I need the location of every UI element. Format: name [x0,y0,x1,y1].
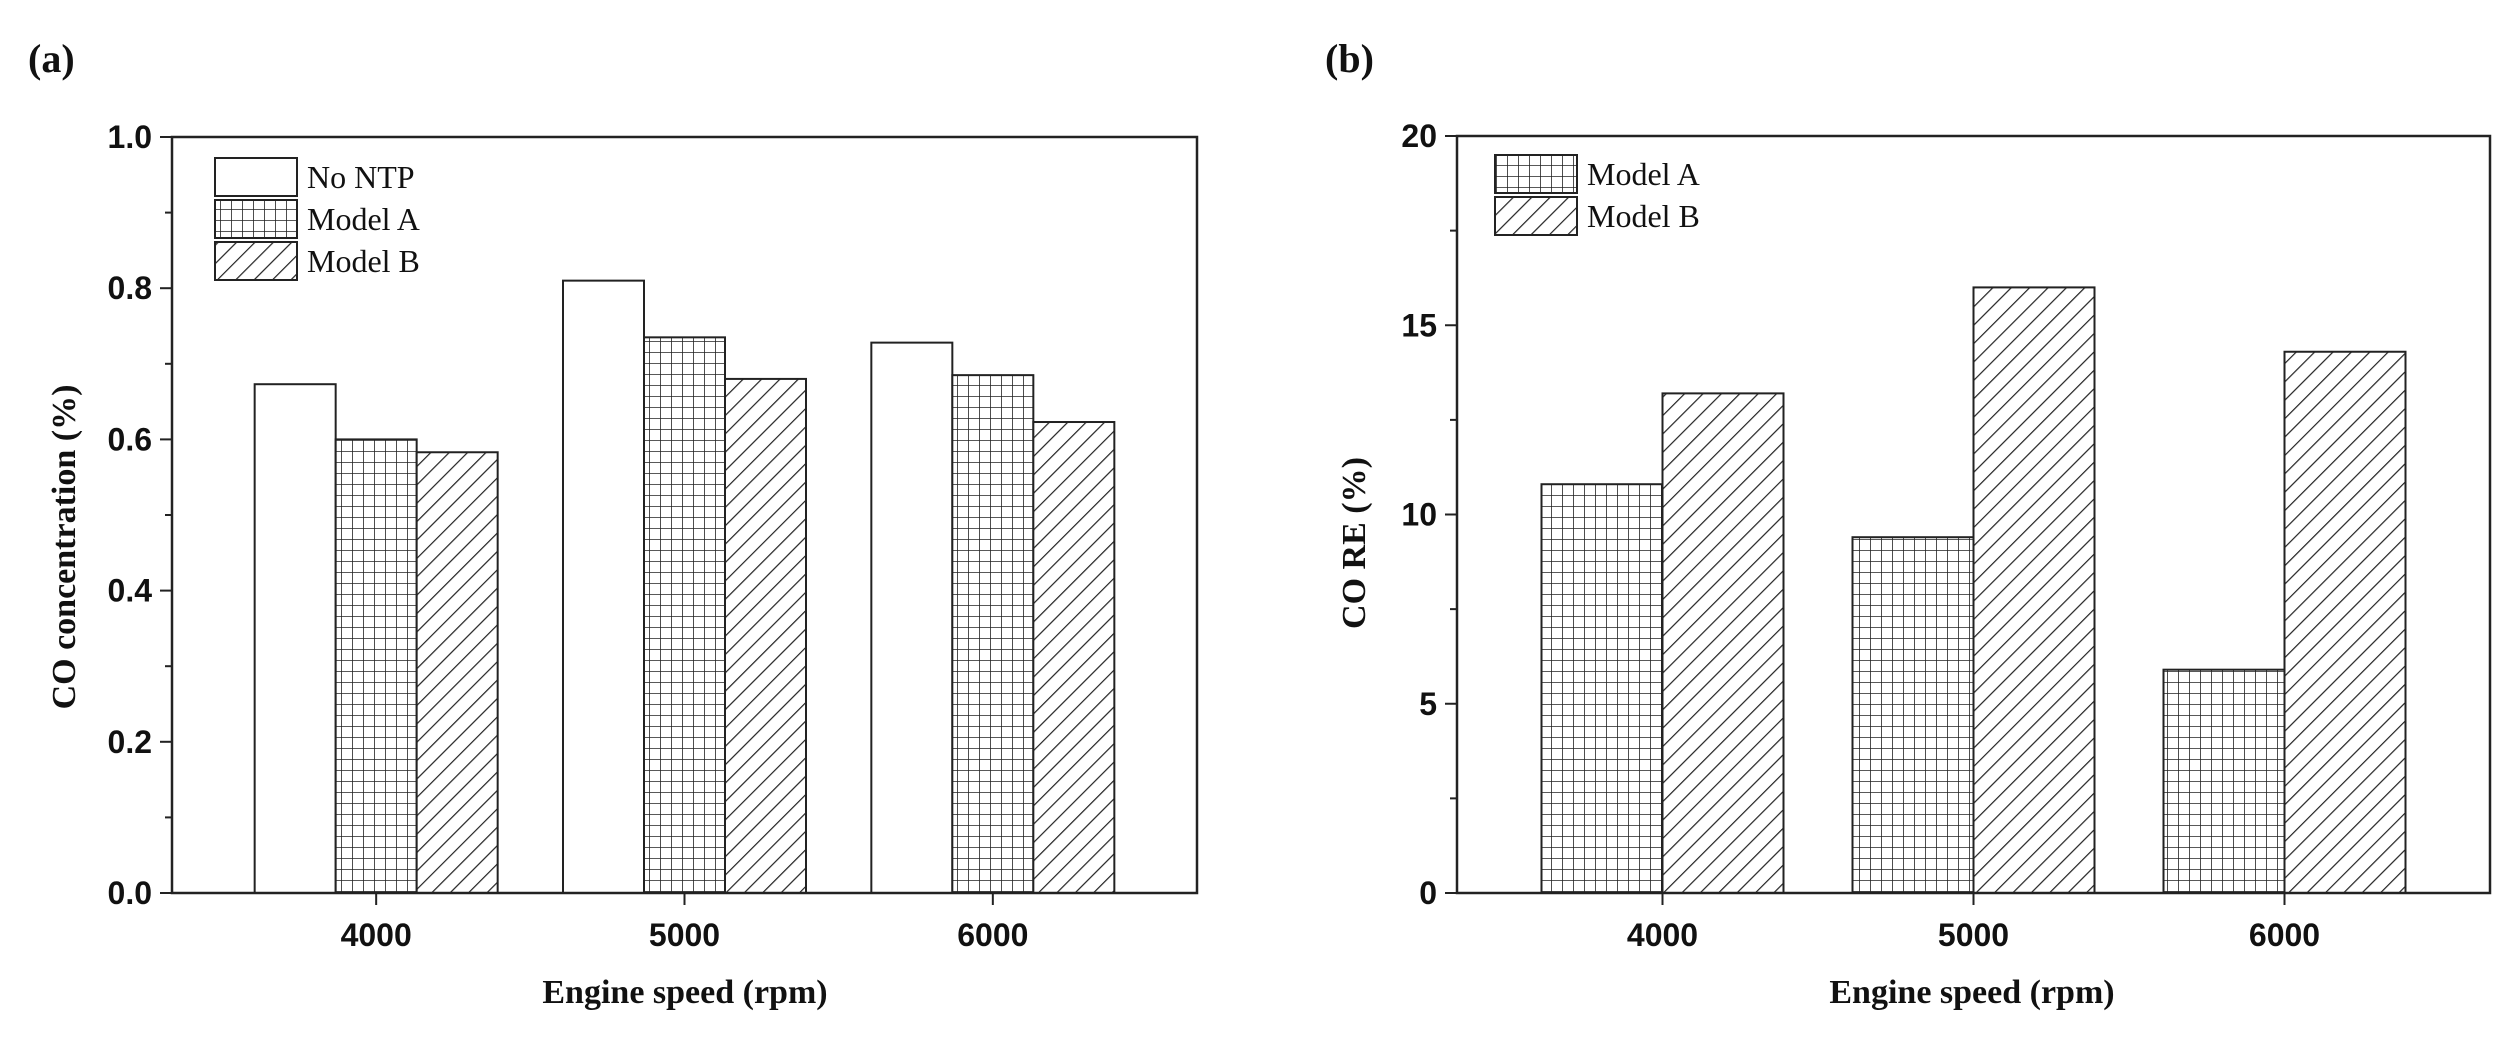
panel-b-y-axis-title: CO RE (%) [1336,457,1373,629]
panel-b-y-tick-label-15: 15 [1401,307,1437,343]
panel-a-bar-model-a-6000 [951,374,1035,894]
panel-a-bar-model-b-4000 [415,451,499,894]
panel-a-bar-no-ntp-5000 [562,279,645,894]
panel-b-axes-frame [1455,134,2492,895]
panel-b-legend-swatch-model-a [1494,154,1578,194]
panel-a-legend-label-model-a: Model A [307,201,420,237]
panel-b-y-tick-label-10: 10 [1401,497,1437,533]
panel-b-x-tick-label-6000: 6000 [2249,917,2320,953]
panel-a: (a) 4000 5000 6000 0.0 0.2 0.4 0.6 0.8 1.0 No NTP… [28,36,1199,1011]
panel-a-plot-area: 4000 5000 6000 0.0 0.2 0.4 0.6 0.8 1.0 No NTP Mode… [108,119,1199,953]
panel-a-y-axis-title: CO concentration (%) [46,385,83,710]
panel-a-bar-no-ntp-6000 [870,341,954,894]
panel-b: (b) 4000 5000 6000 0 5 10 15 20 Model A Model B C… [1325,36,2492,1011]
panel-a-y-tick-label-0.4: 0.4 [108,573,153,609]
panel-b-plot-area: 4000 5000 6000 0 5 10 15 20 Model A Model B [1401,118,2492,953]
panel-b-label: (b) [1325,36,1374,81]
panel-a-bar-model-a-4000 [334,438,418,894]
panel-b-legend-label-model-a: Model A [1587,156,1700,192]
panel-a-y-tick-label-0.2: 0.2 [108,724,152,760]
panel-b-bar-model-a-5000 [1851,536,1975,895]
panel-a-axes-frame [170,135,1199,895]
panel-a-legend-swatch-model-b [214,241,298,281]
panel-b-bar-model-b-4000 [1661,392,1785,894]
panel-a-bar-model-a-5000 [643,336,726,894]
panel-b-y-tick-label-0: 0 [1419,875,1437,911]
panel-b-legend-swatch-model-b [1494,196,1578,236]
panel-a-legend-swatch-model-a [214,199,298,239]
panel-b-y-tick-label-20: 20 [1401,118,1437,154]
panel-a-bar-model-b-5000 [724,377,807,895]
panel-b-bar-model-b-5000 [1972,286,2096,894]
panel-a-legend-label-no-ntp: No NTP [307,159,415,195]
panel-b-y-tick-label-5: 5 [1419,686,1437,722]
panel-a-bar-model-b-6000 [1032,421,1116,894]
panel-b-legend-label-model-b: Model B [1587,198,1700,234]
panel-a-legend-swatch-no-ntp [214,157,298,197]
panel-a-label: (a) [28,36,75,81]
panel-b-x-tick-label-4000: 4000 [1627,917,1698,953]
panel-b-bar-model-a-4000 [1540,483,1664,894]
panel-b-x-tick-label-5000: 5000 [1938,917,2009,953]
panel-a-bar-no-ntp-4000 [253,383,337,894]
panel-b-x-axis-title: Engine speed (rpm) [1829,974,2114,1011]
panel-a-y-tick-label-0.6: 0.6 [108,421,152,457]
panel-a-x-tick-label-6000: 6000 [957,917,1028,953]
panel-a-x-axis-title: Engine speed (rpm) [542,974,827,1011]
panel-a-y-tick-label-0.8: 0.8 [108,270,152,306]
panel-a-legend-label-model-b: Model B [307,243,420,279]
panel-a-y-tick-label-0.0: 0.0 [108,875,152,911]
panel-b-bar-model-b-6000 [2283,350,2407,894]
panel-a-x-tick-label-5000: 5000 [649,917,720,953]
panel-b-bar-model-a-6000 [2162,668,2286,894]
panel-a-y-tick-label-1.0: 1.0 [108,119,152,155]
panel-a-x-tick-label-4000: 4000 [341,917,412,953]
